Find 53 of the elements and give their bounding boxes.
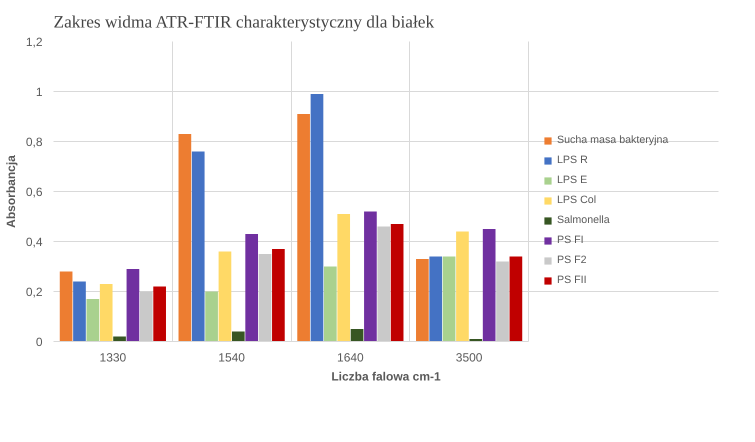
bar: [442, 256, 456, 342]
bar: [510, 256, 522, 342]
y-tick-label: 0,6: [26, 185, 43, 199]
x-tick-label: 3500: [456, 350, 483, 364]
legend-label: LPS R: [557, 154, 588, 166]
bar: [337, 214, 350, 342]
legend-label: PS FI: [557, 234, 584, 246]
x-axis-title: Liczba falowa cm-1: [331, 370, 442, 384]
bar: [205, 292, 218, 342]
y-tick-label: 1,2: [26, 35, 43, 49]
bar: [429, 256, 442, 342]
bar: [60, 272, 72, 342]
legend-label: LPS E: [557, 174, 588, 186]
y-tick-label: 1: [36, 85, 43, 99]
y-tick-label: 0,2: [26, 285, 43, 299]
legend-label: Salmonella: [557, 214, 610, 226]
bar: [324, 266, 337, 342]
bar: [377, 226, 390, 342]
x-tick-label: 1640: [337, 350, 364, 364]
bar: [232, 332, 245, 342]
bar: [73, 282, 86, 342]
bar: [456, 232, 469, 342]
x-tick-label: 1540: [218, 350, 246, 364]
bar: [364, 212, 377, 342]
bar: [153, 286, 166, 342]
bar: [140, 292, 153, 342]
legend-label: PS F2: [557, 254, 587, 266]
bar: [390, 224, 404, 342]
bar: [272, 249, 285, 342]
x-tick-label: 1330: [100, 350, 127, 364]
bar: [113, 336, 126, 342]
bar: [297, 114, 310, 342]
bar: [192, 152, 205, 342]
bar: [245, 234, 258, 342]
bar: [178, 134, 192, 342]
y-tick-label: 0: [36, 335, 43, 349]
y-tick-label: 0,4: [26, 235, 43, 249]
legend-label: PS FII: [557, 274, 587, 286]
y-axis-title: Absorbancja: [4, 154, 18, 228]
bar: [100, 284, 113, 342]
bar: [350, 329, 364, 342]
chart-title: Zakres widma ATR-FTIR charakterystyczny dla białek: [54, 12, 434, 32]
legend-label: Sucha masa bakteryjna: [557, 134, 668, 146]
bar: [496, 262, 509, 342]
legend-label: LPS Col: [557, 194, 596, 206]
bar: [416, 259, 429, 342]
bar: [126, 269, 140, 342]
bar: [218, 252, 232, 342]
bar: [86, 299, 100, 342]
bar: [482, 229, 496, 342]
y-tick-label: 0,8: [26, 135, 43, 149]
bar: [258, 254, 272, 342]
bar: [310, 94, 324, 342]
